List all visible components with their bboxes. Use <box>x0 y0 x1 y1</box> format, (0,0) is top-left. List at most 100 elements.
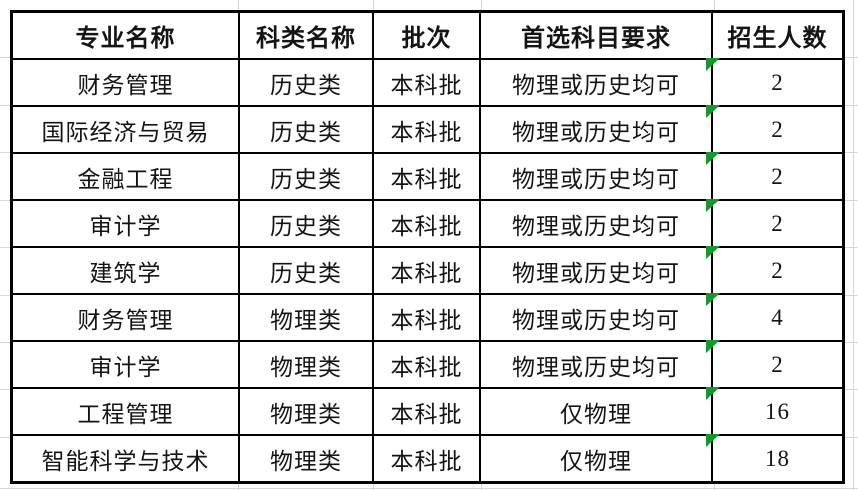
cell-text: 2 <box>771 351 784 377</box>
cell-text: 国际经济与贸易 <box>41 119 210 145</box>
cell-enrollment[interactable]: 2 <box>706 105 842 152</box>
cell-text: 本科批 <box>390 307 463 333</box>
comment-marker-icon <box>706 434 720 447</box>
cell-text: 物理类 <box>270 354 342 380</box>
cell-text: 智能科学与技术 <box>41 448 210 474</box>
cell-major[interactable]: 智能科学与技术 <box>13 436 238 481</box>
cell-category[interactable]: 历史类 <box>240 201 372 246</box>
cell-enrollment[interactable]: 2 <box>706 58 842 105</box>
cell-text: 18 <box>765 445 790 471</box>
cell-category[interactable]: 物理类 <box>240 342 372 387</box>
cell-text: 物理类 <box>270 307 342 333</box>
cell-text: 2 <box>771 116 784 142</box>
cell-enrollment[interactable]: 16 <box>706 387 842 434</box>
cell-text: 历史类 <box>270 260 342 286</box>
comment-marker-icon <box>706 387 720 400</box>
cell-batch[interactable]: 本科批 <box>374 389 479 434</box>
comment-marker-icon <box>706 246 720 259</box>
cell-batch[interactable]: 本科批 <box>374 107 479 152</box>
gridline <box>853 0 854 490</box>
comment-marker-icon <box>706 293 720 306</box>
cell-enrollment[interactable]: 2 <box>706 340 842 387</box>
cell-text: 本科批 <box>390 401 463 427</box>
cell-category[interactable]: 历史类 <box>240 248 372 293</box>
cell-enrollment[interactable]: 2 <box>706 152 842 199</box>
cell-text: 审计学 <box>89 213 162 239</box>
cell-subject-requirement[interactable]: 物理或历史均可 <box>481 60 711 105</box>
cell-text: 2 <box>771 163 784 189</box>
cell-text: 物理或历史均可 <box>512 166 680 192</box>
cell-text: 物理类 <box>270 448 342 474</box>
cell-category[interactable]: 物理类 <box>240 389 372 434</box>
cell-subject-requirement[interactable]: 仅物理 <box>481 436 711 481</box>
cell-text: 物理或历史均可 <box>512 260 680 286</box>
cell-major[interactable]: 审计学 <box>13 201 238 246</box>
cell-batch[interactable]: 本科批 <box>374 201 479 246</box>
cell-text: 物理类 <box>270 401 342 427</box>
cell-enrollment[interactable]: 2 <box>706 199 842 246</box>
cell-subject-requirement[interactable]: 物理或历史均可 <box>481 154 711 199</box>
cell-subject-requirement[interactable]: 物理或历史均可 <box>481 248 711 293</box>
cell-subject-requirement[interactable]: 物理或历史均可 <box>481 342 711 387</box>
cell-text: 本科批 <box>390 448 463 474</box>
cell-category[interactable]: 历史类 <box>240 154 372 199</box>
cell-text: 财务管理 <box>77 72 174 98</box>
cell-major[interactable]: 建筑学 <box>13 248 238 293</box>
cell-text: 历史类 <box>270 119 342 145</box>
cell-text: 本科批 <box>390 213 463 239</box>
cell-text: 本科批 <box>390 354 463 380</box>
cell-text: 2 <box>771 210 784 236</box>
cell-text: 审计学 <box>89 354 162 380</box>
cell-text: 财务管理 <box>77 307 174 333</box>
cell-category[interactable]: 历史类 <box>240 60 372 105</box>
cell-subject-requirement[interactable]: 仅物理 <box>481 389 711 434</box>
header-cell-enrollment[interactable]: 招生人数 <box>713 13 842 58</box>
comment-marker-icon <box>706 58 720 71</box>
cell-text: 本科批 <box>390 72 463 98</box>
cell-batch[interactable]: 本科批 <box>374 295 479 340</box>
cell-text: 历史类 <box>270 72 342 98</box>
cell-text: 金融工程 <box>77 166 174 192</box>
cell-major[interactable]: 审计学 <box>13 342 238 387</box>
cell-enrollment[interactable]: 18 <box>706 434 842 481</box>
cell-subject-requirement[interactable]: 物理或历史均可 <box>481 107 711 152</box>
enrollment-table: 专业名称 科类名称 批次 首选科目要求 招生人数 财务管理 历史类 本科批 物理或历史均可 2 国际… <box>10 10 845 484</box>
gridline <box>0 488 858 489</box>
cell-text: 历史类 <box>270 213 342 239</box>
cell-enrollment[interactable]: 2 <box>706 246 842 293</box>
cell-text: 2 <box>771 69 784 95</box>
cell-major[interactable]: 财务管理 <box>13 295 238 340</box>
comment-marker-icon <box>706 340 720 353</box>
cell-batch[interactable]: 本科批 <box>374 248 479 293</box>
cell-major[interactable]: 财务管理 <box>13 60 238 105</box>
cell-category[interactable]: 历史类 <box>240 107 372 152</box>
cell-text: 历史类 <box>270 166 342 192</box>
cell-text: 2 <box>771 257 784 283</box>
cell-text: 物理或历史均可 <box>512 307 680 333</box>
cell-text: 物理或历史均可 <box>512 72 680 98</box>
header-cell-batch[interactable]: 批次 <box>374 13 479 58</box>
cell-major[interactable]: 国际经济与贸易 <box>13 107 238 152</box>
cell-text: 工程管理 <box>77 401 174 427</box>
cell-text: 物理或历史均可 <box>512 119 680 145</box>
cell-major[interactable]: 工程管理 <box>13 389 238 434</box>
cell-category[interactable]: 物理类 <box>240 295 372 340</box>
cell-subject-requirement[interactable]: 物理或历史均可 <box>481 201 711 246</box>
comment-marker-icon <box>706 199 720 212</box>
cell-text: 本科批 <box>390 260 463 286</box>
cell-category[interactable]: 物理类 <box>240 436 372 481</box>
cell-subject-requirement[interactable]: 物理或历史均可 <box>481 295 711 340</box>
cell-batch[interactable]: 本科批 <box>374 60 479 105</box>
cell-text: 4 <box>771 304 784 330</box>
cell-text: 本科批 <box>390 119 463 145</box>
cell-text: 物理或历史均可 <box>512 354 680 380</box>
cell-batch[interactable]: 本科批 <box>374 436 479 481</box>
cell-major[interactable]: 金融工程 <box>13 154 238 199</box>
header-cell-subject-requirement[interactable]: 首选科目要求 <box>481 13 711 58</box>
cell-enrollment[interactable]: 4 <box>706 293 842 340</box>
header-cell-category[interactable]: 科类名称 <box>240 13 372 58</box>
cell-batch[interactable]: 本科批 <box>374 154 479 199</box>
cell-text: 物理或历史均可 <box>512 213 680 239</box>
header-cell-major[interactable]: 专业名称 <box>13 13 238 58</box>
cell-batch[interactable]: 本科批 <box>374 342 479 387</box>
